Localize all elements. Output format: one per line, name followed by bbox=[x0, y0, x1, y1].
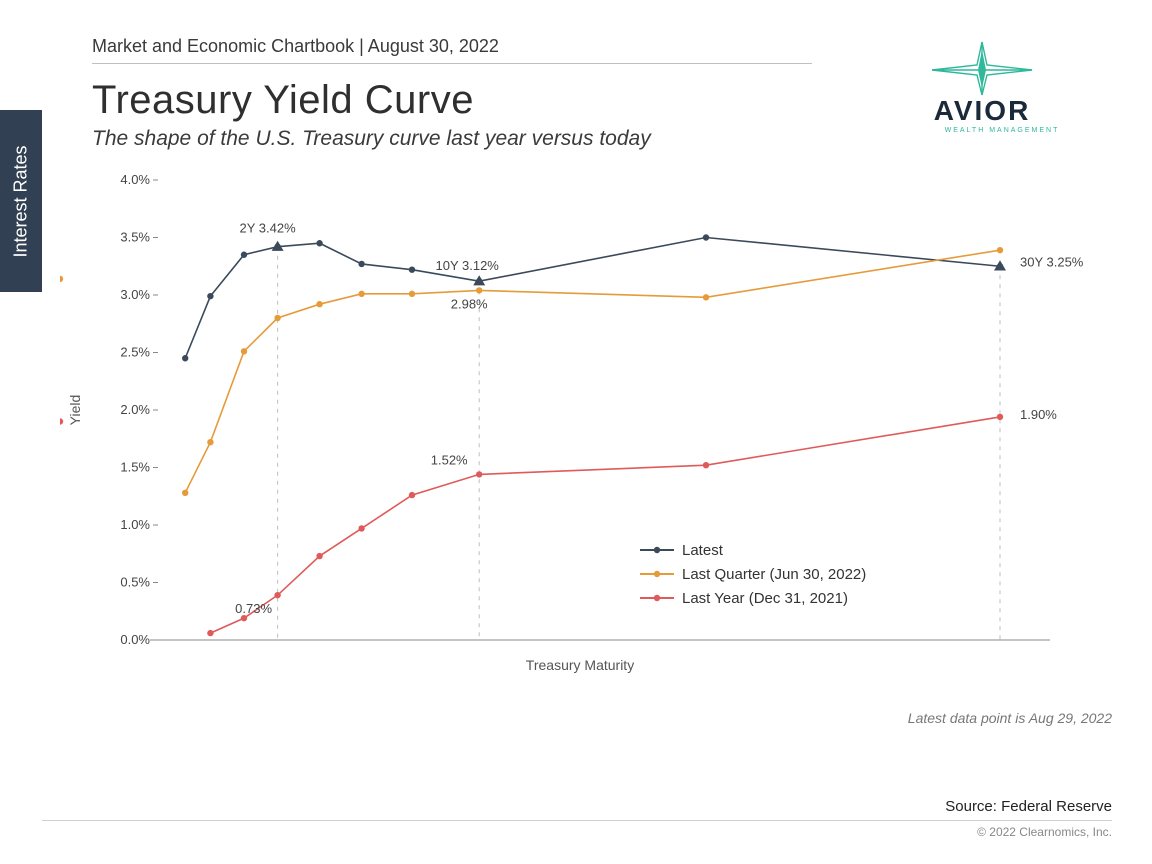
svg-text:Last Year (Dec 31, 2021): Last Year (Dec 31, 2021) bbox=[682, 590, 848, 607]
svg-text:3.5%: 3.5% bbox=[120, 230, 150, 245]
svg-text:10Y 3.12%: 10Y 3.12% bbox=[436, 258, 500, 273]
source-line: Source: Federal Reserve bbox=[945, 798, 1112, 815]
svg-text:1.90%: 1.90% bbox=[1020, 407, 1057, 422]
svg-text:1.5%: 1.5% bbox=[120, 460, 150, 475]
side-tab: Interest Rates bbox=[0, 110, 42, 292]
svg-text:Yield: Yield bbox=[67, 395, 83, 426]
yield-curve-chart: 0.0% 0.5% 1.0% 1.5% 2.0% 2.5% 3.0% 3.5% 4.0% Yiel… bbox=[60, 170, 1100, 700]
svg-text:2.0%: 2.0% bbox=[120, 402, 150, 417]
svg-text:2.5%: 2.5% bbox=[120, 345, 150, 360]
chart-svg: 0.0% 0.5% 1.0% 1.5% 2.0% 2.5% 3.0% 3.5% 4.0% Yiel… bbox=[60, 170, 1100, 700]
side-tab-label: Interest Rates bbox=[11, 145, 32, 257]
svg-text:Treasury Maturity: Treasury Maturity bbox=[526, 657, 634, 673]
svg-text:2Y 3.42%: 2Y 3.42% bbox=[240, 221, 297, 236]
logo-svg: AVIOR WEALTH MANAGEMENT bbox=[882, 40, 1082, 140]
svg-text:1.0%: 1.0% bbox=[120, 517, 150, 532]
svg-text:Latest: Latest bbox=[682, 542, 724, 559]
svg-text:0.0%: 0.0% bbox=[120, 632, 150, 647]
logo-text-sub: WEALTH MANAGEMENT bbox=[945, 127, 1060, 134]
svg-text:1.52%: 1.52% bbox=[431, 452, 468, 467]
svg-text:2.98%: 2.98% bbox=[451, 296, 488, 311]
brand-logo: AVIOR WEALTH MANAGEMENT bbox=[872, 40, 1092, 140]
chart-footnote: Latest data point is Aug 29, 2022 bbox=[908, 710, 1112, 726]
page-subtitle: The shape of the U.S. Treasury curve las… bbox=[92, 127, 812, 151]
header-line: Market and Economic Chartbook | August 3… bbox=[92, 36, 812, 64]
svg-text:3.0%: 3.0% bbox=[120, 287, 150, 302]
svg-text:0.73%: 0.73% bbox=[235, 601, 272, 616]
svg-text:0.5%: 0.5% bbox=[120, 575, 150, 590]
copyright-line: © 2022 Clearnomics, Inc. bbox=[42, 820, 1112, 839]
svg-text:4.0%: 4.0% bbox=[120, 172, 150, 187]
svg-text:Last Quarter (Jun 30, 2022): Last Quarter (Jun 30, 2022) bbox=[682, 566, 866, 583]
page-title: Treasury Yield Curve bbox=[92, 78, 812, 123]
svg-text:30Y 3.25%: 30Y 3.25% bbox=[1020, 254, 1084, 269]
logo-text-top: AVIOR bbox=[934, 95, 1031, 126]
header: Market and Economic Chartbook | August 3… bbox=[92, 36, 812, 151]
